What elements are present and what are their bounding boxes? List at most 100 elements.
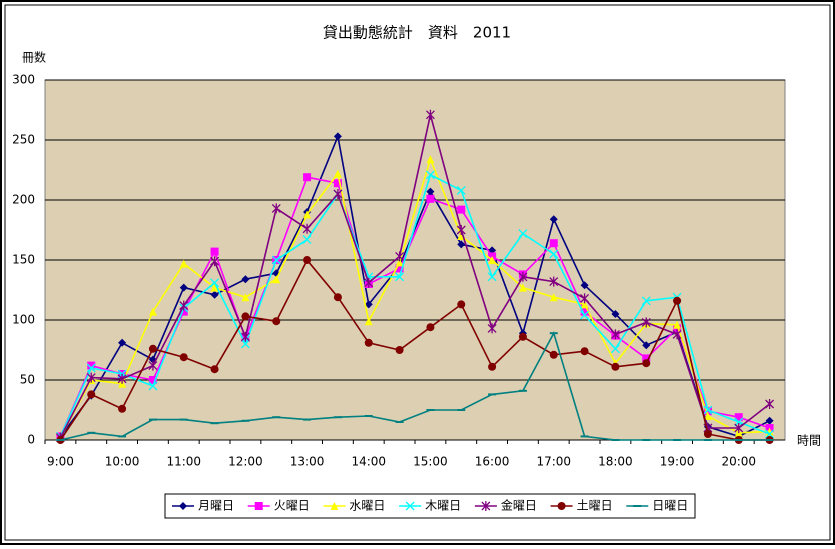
x-tick-label: 17:00 (536, 455, 571, 469)
data-point (580, 347, 589, 356)
series-line (60, 331, 770, 441)
series-line (59, 173, 770, 437)
data-point (395, 272, 405, 282)
data-point (765, 429, 775, 439)
x-axis-label: 時間 (797, 434, 821, 448)
y-tick-label: 150 (12, 253, 35, 267)
data-point (703, 407, 712, 416)
chart-title: 貸出動態統計 資料 2011 (323, 24, 511, 42)
data-point (210, 290, 219, 299)
data-point (118, 338, 127, 347)
data-point (271, 203, 281, 214)
x-tick-label: 10:00 (105, 455, 140, 469)
data-point (302, 223, 312, 234)
data-point (703, 430, 712, 438)
data-point (333, 169, 342, 178)
x-tick-label: 18:00 (598, 455, 633, 469)
x-tick-label: 14:00 (351, 455, 386, 469)
data-point (426, 323, 435, 332)
data-point (241, 312, 250, 321)
data-point (117, 373, 127, 384)
legend-marker (254, 502, 263, 510)
data-point (148, 360, 158, 371)
data-point (210, 278, 220, 288)
data-point (303, 256, 312, 264)
data-point (518, 229, 528, 239)
legend-marker (557, 502, 566, 510)
data-point (364, 338, 373, 347)
series-line (59, 258, 770, 441)
data-point (703, 405, 713, 415)
data-point (272, 317, 281, 326)
data-point (580, 307, 589, 316)
y-tick-label: 300 (12, 73, 35, 87)
data-point (210, 365, 219, 374)
data-point (179, 283, 188, 292)
data-point (549, 239, 558, 248)
data-point (673, 320, 682, 329)
data-point (549, 276, 559, 287)
legend-label: 水曜日 (349, 499, 385, 513)
data-point (549, 215, 558, 224)
y-tick-label: 50 (20, 373, 35, 387)
legend-marker (481, 501, 491, 511)
series-line (59, 114, 771, 438)
x-tick-label: 12:00 (228, 455, 263, 469)
data-point (642, 341, 651, 350)
x-tick-label: 19:00 (660, 455, 695, 469)
data-point (549, 249, 559, 259)
data-point (426, 155, 435, 164)
data-point (303, 173, 312, 182)
data-point (426, 187, 435, 196)
data-point (210, 256, 220, 267)
data-point (518, 271, 528, 282)
x-tick-label: 16:00 (475, 455, 510, 469)
data-point (610, 344, 620, 354)
data-point (210, 247, 219, 256)
data-point (456, 185, 466, 195)
data-point (179, 300, 189, 311)
data-point (86, 363, 96, 373)
data-point (333, 189, 343, 199)
x-tick-label: 9:00 (47, 455, 74, 469)
data-point (148, 344, 157, 353)
data-point (487, 323, 497, 334)
data-point (87, 390, 96, 399)
data-point (241, 275, 250, 284)
x-tick-label: 13:00 (290, 455, 325, 469)
data-point (333, 179, 342, 188)
data-point (580, 293, 590, 304)
data-point (87, 361, 96, 370)
legend-marker (179, 502, 187, 510)
data-point (488, 362, 497, 371)
data-point (518, 283, 527, 292)
data-point (488, 256, 497, 264)
y-axis-label: 冊数 (22, 50, 46, 65)
data-point (518, 332, 527, 341)
data-point (395, 264, 404, 273)
data-point (364, 317, 373, 326)
data-point (395, 251, 405, 262)
legend-label: 火曜日 (274, 499, 310, 513)
data-point (457, 300, 466, 309)
data-point (148, 307, 157, 316)
legend-label: 月曜日 (198, 499, 234, 513)
inner-frame (4, 4, 831, 541)
legend-label: 金曜日 (501, 498, 537, 513)
data-point (641, 317, 651, 328)
data-point (210, 283, 219, 292)
legend (164, 493, 696, 519)
data-point (364, 300, 373, 309)
data-point (426, 194, 435, 203)
data-point (395, 346, 404, 354)
data-point (580, 281, 589, 290)
legend-marker (330, 502, 339, 510)
data-point (333, 132, 342, 141)
legend-label: 日曜日 (652, 499, 688, 513)
data-point (487, 272, 497, 282)
y-tick-label: 200 (12, 193, 35, 207)
series-line (59, 133, 770, 438)
data-point (580, 300, 589, 309)
legend-label: 木曜日 (425, 499, 461, 513)
